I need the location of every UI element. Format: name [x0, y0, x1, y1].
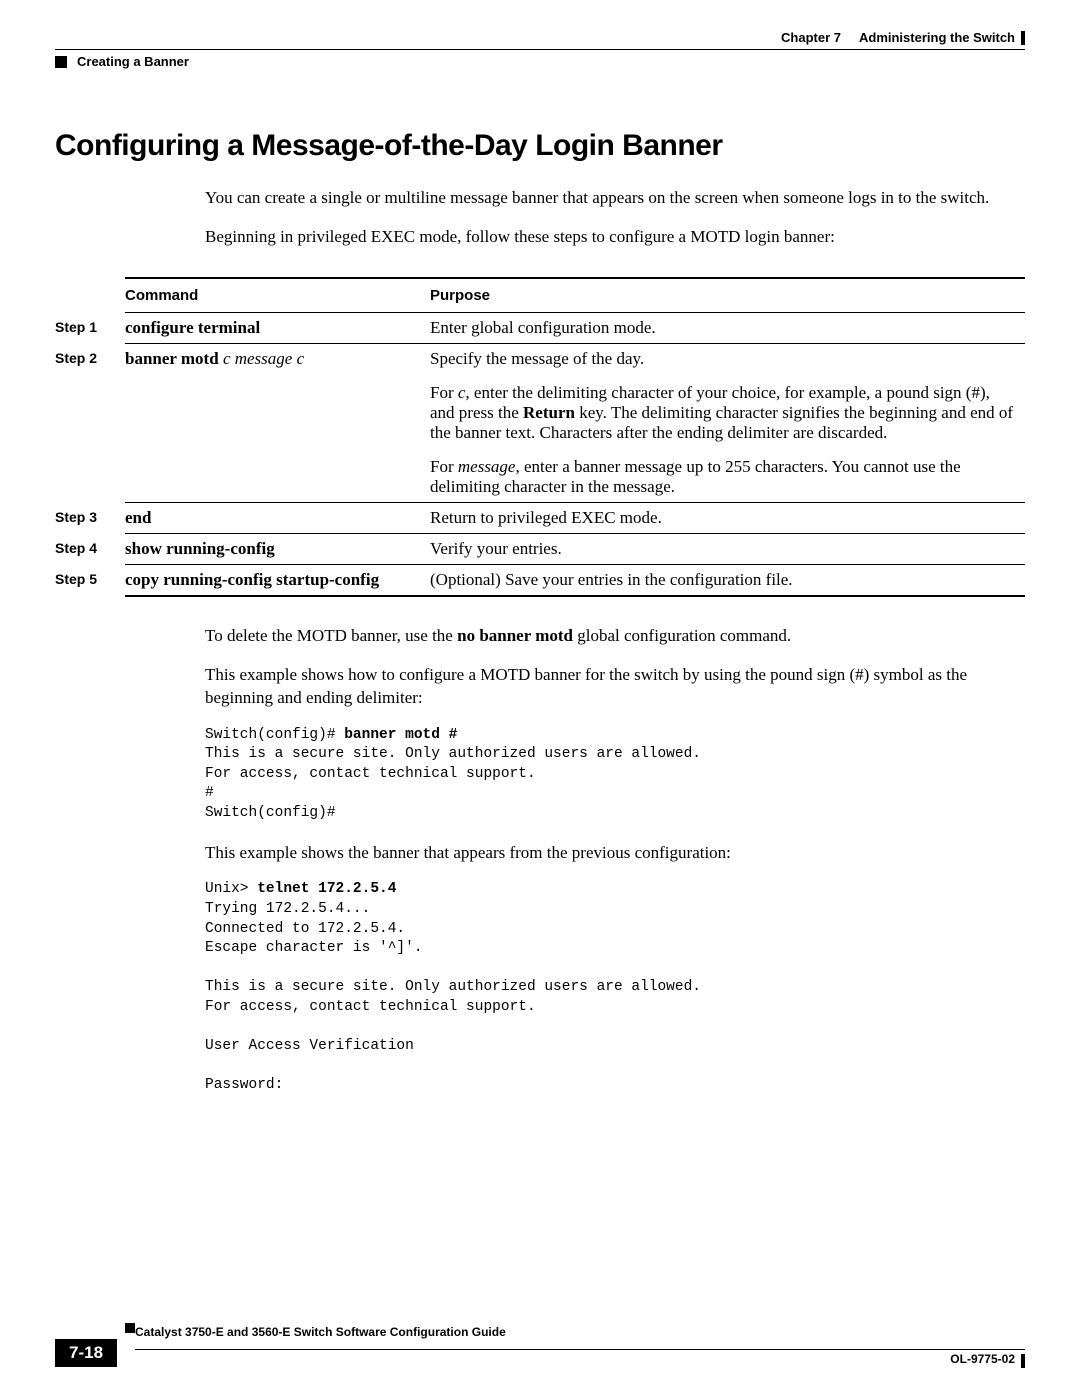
command-cell: show running-config: [125, 533, 430, 564]
example-intro-2: This example shows the banner that appea…: [205, 842, 1015, 865]
purpose-paragraph: Specify the message of the day.: [430, 349, 1015, 369]
footer-mark-icon: [1021, 1354, 1025, 1368]
purpose-paragraph: For c, enter the delimiting character of…: [430, 383, 1015, 443]
running-header: Chapter 7 Administering the Switch: [55, 30, 1025, 45]
purpose-paragraph: For message, enter a banner message up t…: [430, 457, 1015, 497]
example-intro-1: This example shows how to configure a MO…: [205, 664, 1015, 710]
chapter-label: Chapter 7: [781, 30, 841, 45]
table-row: Step 5copy running-config startup-config…: [55, 564, 1025, 596]
step-label: Step 4: [55, 533, 125, 564]
square-icon: [55, 56, 67, 68]
delete-banner-paragraph: To delete the MOTD banner, use the no ba…: [205, 625, 1015, 648]
table-row: Step 4show running-configVerify your ent…: [55, 533, 1025, 564]
page-number-box: 7-18: [55, 1339, 117, 1367]
section-header: Creating a Banner: [55, 49, 1025, 69]
table-row: Step 1configure terminalEnter global con…: [55, 312, 1025, 343]
code-output: This is a secure site. Only authorized u…: [205, 746, 701, 821]
step-label: Step 2: [55, 343, 125, 502]
purpose-cell: Return to privileged EXEC mode.: [430, 502, 1025, 533]
purpose-cell: Verify your entries.: [430, 533, 1025, 564]
code-prompt: Switch(config)#: [205, 727, 344, 743]
command-cell: end: [125, 502, 430, 533]
step-label: Step 5: [55, 564, 125, 596]
command-cell: configure terminal: [125, 312, 430, 343]
code-prompt: Unix>: [205, 881, 257, 897]
code-example-2: Unix> telnet 172.2.5.4 Trying 172.2.5.4.…: [205, 880, 1025, 1095]
text-fragment: To delete the MOTD banner, use the: [205, 626, 457, 645]
col-header-purpose: Purpose: [430, 278, 1025, 313]
table-row: Step 3endReturn to privileged EXEC mode.: [55, 502, 1025, 533]
code-command: telnet 172.2.5.4: [257, 881, 396, 897]
code-output: Trying 172.2.5.4... Connected to 172.2.5…: [205, 901, 701, 1093]
page-footer: Catalyst 3750-E and 3560-E Switch Softwa…: [55, 1349, 1025, 1367]
purpose-paragraph: (Optional) Save your entries in the conf…: [430, 570, 1015, 590]
code-command: banner motd #: [344, 727, 457, 743]
footer-doc-number: OL-9775-02: [950, 1352, 1025, 1367]
footer-guide-title: Catalyst 3750-E and 3560-E Switch Softwa…: [135, 1325, 506, 1339]
text-fragment: global configuration command.: [573, 626, 791, 645]
steps-table: Command Purpose Step 1configure terminal…: [55, 277, 1025, 597]
command-name: no banner motd: [457, 626, 573, 645]
chapter-title: Administering the Switch: [859, 30, 1015, 45]
page-title: Configuring a Message-of-the-Day Login B…: [55, 129, 1025, 163]
command-cell: banner motd c message c: [125, 343, 430, 502]
doc-number-text: OL-9775-02: [950, 1352, 1015, 1366]
purpose-paragraph: Enter global configuration mode.: [430, 318, 1015, 338]
code-example-1: Switch(config)# banner motd # This is a …: [205, 726, 1025, 824]
purpose-cell: Specify the message of the day. For c, en…: [430, 343, 1025, 502]
footer-tick-icon: [125, 1323, 135, 1333]
command-cell: copy running-config startup-config: [125, 564, 430, 596]
purpose-paragraph: Return to privileged EXEC mode.: [430, 508, 1015, 528]
header-mark-icon: [1021, 31, 1025, 45]
intro-paragraph-2: Beginning in privileged EXEC mode, follo…: [205, 226, 1015, 249]
step-label: Step 3: [55, 502, 125, 533]
purpose-cell: Enter global configuration mode.: [430, 312, 1025, 343]
step-label: Step 1: [55, 312, 125, 343]
intro-paragraph-1: You can create a single or multiline mes…: [205, 187, 1015, 210]
purpose-paragraph: Verify your entries.: [430, 539, 1015, 559]
table-row: Step 2banner motd c message cSpecify the…: [55, 343, 1025, 502]
purpose-cell: (Optional) Save your entries in the conf…: [430, 564, 1025, 596]
section-title: Creating a Banner: [77, 54, 189, 69]
col-header-command: Command: [125, 278, 430, 313]
